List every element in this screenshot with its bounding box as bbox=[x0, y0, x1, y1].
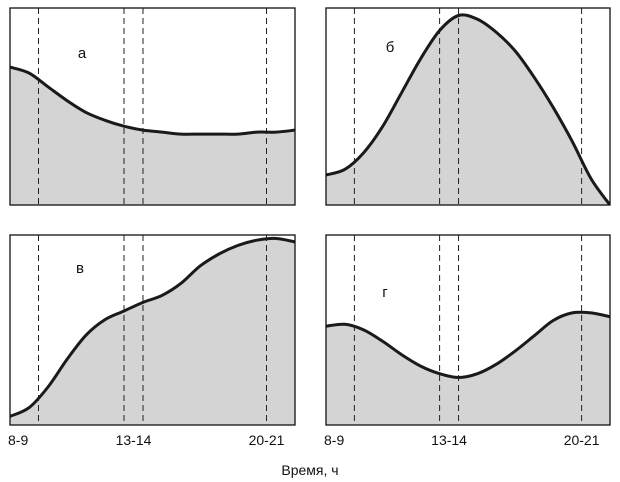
panel-plot-area bbox=[10, 8, 295, 205]
panel-label: а bbox=[78, 45, 87, 62]
panel-4: г 8-9 13-14 20-21 bbox=[324, 234, 611, 448]
x-tick-label-2: 13-14 bbox=[431, 432, 467, 448]
panel-frame bbox=[9, 7, 296, 206]
x-tick-label-2: 13-14 bbox=[116, 432, 152, 448]
panel-plot-area bbox=[10, 235, 295, 425]
panel-frame bbox=[325, 234, 611, 426]
area-fill bbox=[10, 238, 295, 425]
panel-label: г bbox=[382, 284, 388, 301]
x-tick-label-3: 20-21 bbox=[564, 432, 600, 448]
area-fill bbox=[326, 14, 610, 205]
panel-plot-area bbox=[326, 8, 610, 205]
panels-group: а б в 8-9 13-14 20-21 г 8-9 13-14 20-21 bbox=[8, 7, 611, 448]
area-fill bbox=[326, 312, 610, 425]
series-line bbox=[10, 65, 295, 136]
x-axis-title: Время, ч bbox=[281, 462, 338, 478]
area-fill bbox=[10, 67, 295, 205]
x-tick-label-1: 8-9 bbox=[8, 432, 28, 448]
panel-2: б bbox=[325, 7, 611, 206]
series-line bbox=[326, 13, 610, 205]
panel-3: в 8-9 13-14 20-21 bbox=[8, 234, 296, 448]
panel-label: в bbox=[76, 260, 84, 277]
series-line bbox=[10, 236, 295, 418]
panel-1: а bbox=[9, 7, 296, 206]
series-line bbox=[326, 310, 610, 379]
panel-label: б bbox=[386, 39, 395, 56]
panel-frame bbox=[9, 234, 296, 426]
panel-plot-area bbox=[326, 235, 610, 425]
x-tick-label-3: 20-21 bbox=[249, 432, 285, 448]
x-tick-label-1: 8-9 bbox=[324, 432, 344, 448]
panel-frame bbox=[325, 7, 611, 206]
